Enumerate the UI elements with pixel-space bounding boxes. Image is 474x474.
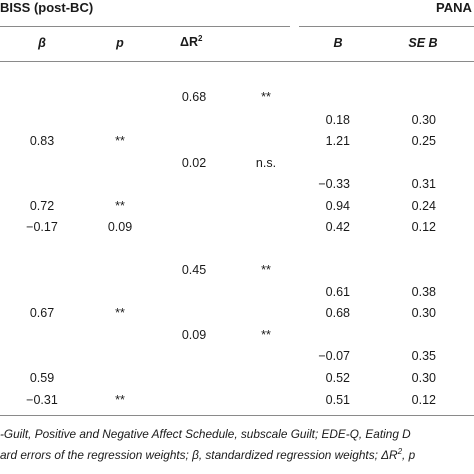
cell-seb: 0.30 <box>411 371 436 385</box>
col-header-seb: SE B <box>408 36 438 50</box>
cell-seb: 0.12 <box>411 220 436 234</box>
cell-B: −0.07 <box>318 349 350 363</box>
cell-B: 0.18 <box>325 113 350 127</box>
cell-beta: 0.72 <box>29 199 55 213</box>
cell-B: 0.94 <box>325 199 350 213</box>
group-rule-right <box>299 26 474 27</box>
col-header-beta: β <box>38 36 46 50</box>
cell-beta: −0.31 <box>26 393 58 407</box>
cell-beta: 0.59 <box>29 371 55 385</box>
footnote-line-1: -Guilt, Positive and Negative Affect Sch… <box>0 427 411 441</box>
cell-seb: 0.31 <box>411 177 436 191</box>
cell-p: 0.09 <box>107 220 133 234</box>
cell-beta: 0.67 <box>29 306 55 320</box>
cell-dr2sig: ** <box>261 263 271 277</box>
cell-B: 0.42 <box>325 220 350 234</box>
cell-p: ** <box>115 134 125 148</box>
cell-seb: 0.30 <box>411 113 436 127</box>
bottom-rule <box>0 415 474 416</box>
group-header-biss: BISS (post-BC) <box>0 0 94 15</box>
cell-dr2: 0.68 <box>181 90 207 104</box>
cell-B: −0.33 <box>318 177 350 191</box>
cell-dr2sig: n.s. <box>255 156 277 170</box>
group-rule-left <box>0 26 290 27</box>
cell-B: 0.51 <box>325 393 350 407</box>
cell-beta: 0.83 <box>29 134 55 148</box>
header-rule <box>0 61 474 62</box>
footnote-line-2: ard errors of the regression weights; β,… <box>0 447 416 462</box>
cell-p: ** <box>115 199 125 213</box>
cell-seb: 0.25 <box>411 134 436 148</box>
cell-p: ** <box>115 306 125 320</box>
cell-dr2: 0.02 <box>181 156 207 170</box>
col-header-b: B <box>333 36 343 50</box>
cell-seb: 0.38 <box>411 285 436 299</box>
cell-seb: 0.35 <box>411 349 436 363</box>
cell-dr2: 0.09 <box>181 328 207 342</box>
col-header-delta-r2: ΔR2 <box>180 34 203 50</box>
cell-B: 0.61 <box>325 285 350 299</box>
cell-dr2sig: ** <box>261 328 271 342</box>
cell-p: ** <box>115 393 125 407</box>
cell-beta: −0.17 <box>26 220 58 234</box>
cell-B: 0.68 <box>325 306 350 320</box>
cell-B: 0.52 <box>325 371 350 385</box>
cell-seb: 0.30 <box>411 306 436 320</box>
group-header-panas: PANA <box>436 0 472 15</box>
cell-dr2: 0.45 <box>181 263 207 277</box>
cell-B: 1.21 <box>325 134 350 148</box>
cell-dr2sig: ** <box>261 90 271 104</box>
cell-seb: 0.12 <box>411 393 436 407</box>
col-header-p: p <box>116 36 124 50</box>
cell-seb: 0.24 <box>411 199 436 213</box>
